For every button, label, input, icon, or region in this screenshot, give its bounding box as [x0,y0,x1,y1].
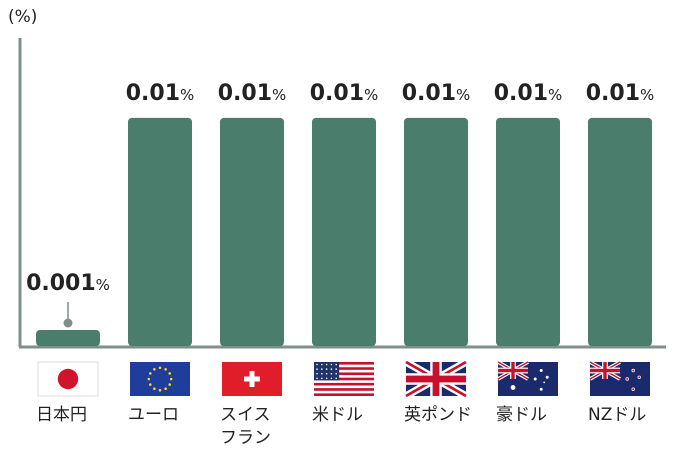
bar [220,117,284,346]
new-zealand-flag-icon [589,360,650,396]
value-leader-dot [63,318,73,328]
tick-label: ユーロ [128,405,179,425]
bar [496,117,560,346]
data-label: 0.01% [494,81,563,106]
data-label: 0.01% [586,81,655,106]
data-label: 0.01% [126,81,195,106]
tick-label: スイスフラン [220,405,271,448]
bar [36,330,100,346]
tick-label: 米ドル [312,405,363,425]
bar [588,117,652,346]
switzerland-flag-icon [222,362,282,396]
usa-flag-icon [314,362,374,396]
y-axis-label: (%) [8,7,37,27]
tick-label: 日本円 [36,405,87,425]
australia-flag-icon [497,360,558,396]
bar [312,117,376,346]
bar [128,117,192,346]
bar [404,117,468,346]
tick-label: 英ポンド [404,405,472,425]
japan-flag-icon [37,361,99,397]
tick-label: 豪ドル [496,404,547,425]
tick-label: NZドル [588,405,646,425]
data-label: 0.01% [402,81,471,106]
data-label: 0.01% [310,81,379,106]
eu-flag-icon [130,362,190,396]
uk-flag-icon [404,358,468,400]
data-label: 0.001% [26,271,110,296]
data-label: 0.01% [218,81,287,106]
